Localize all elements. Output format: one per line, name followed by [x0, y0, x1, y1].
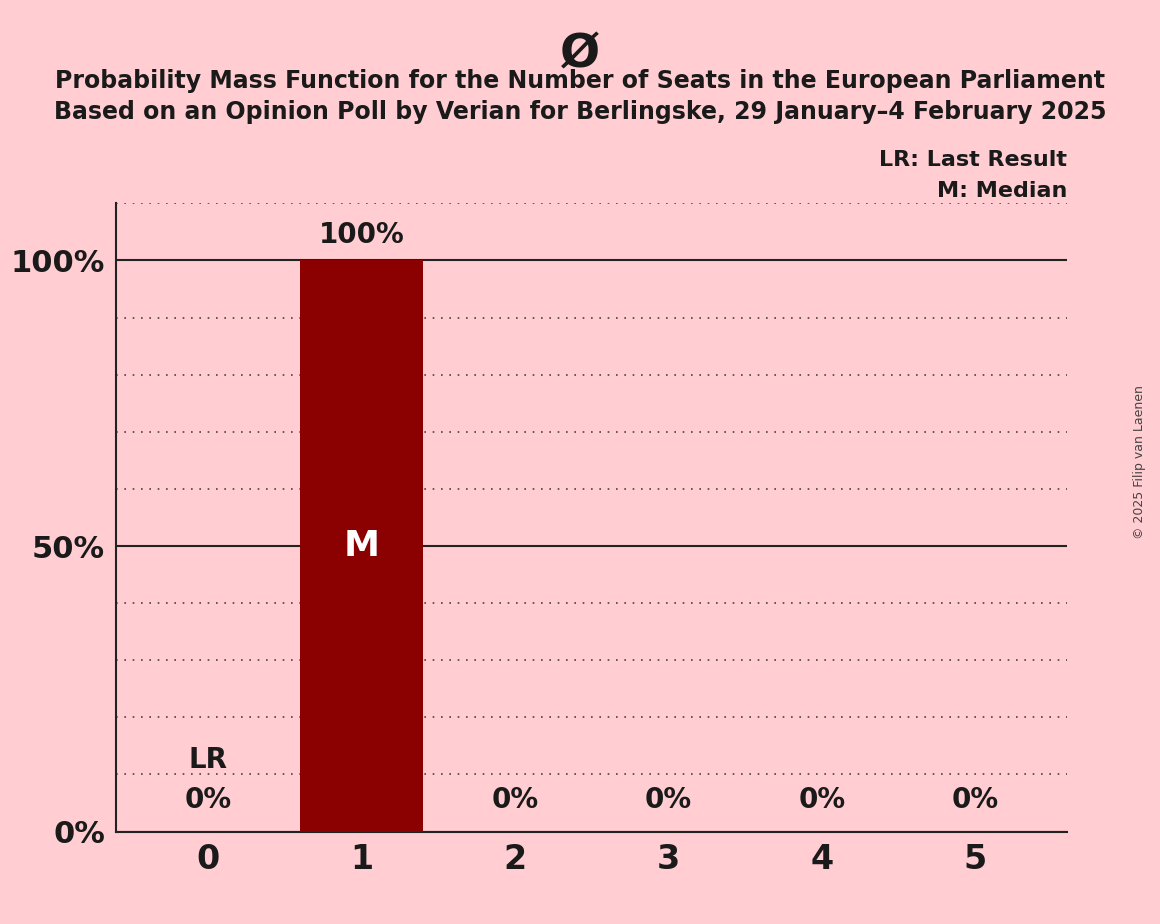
Text: Based on an Opinion Poll by Verian for Berlingske, 29 January–4 February 2025: Based on an Opinion Poll by Verian for B… — [53, 100, 1107, 124]
Text: LR: LR — [189, 747, 227, 774]
Text: Probability Mass Function for the Number of Seats in the European Parliament: Probability Mass Function for the Number… — [55, 69, 1105, 93]
Text: M: Median: M: Median — [937, 181, 1067, 201]
Text: 0%: 0% — [798, 786, 846, 814]
Text: 0%: 0% — [645, 786, 691, 814]
Text: LR: Last Result: LR: Last Result — [879, 150, 1067, 170]
Text: 100%: 100% — [319, 221, 405, 249]
Text: © 2025 Filip van Laenen: © 2025 Filip van Laenen — [1132, 385, 1146, 539]
Bar — [300, 261, 423, 832]
Text: 0%: 0% — [951, 786, 999, 814]
Text: 0%: 0% — [184, 786, 232, 814]
Text: 0%: 0% — [492, 786, 538, 814]
Text: Ø: Ø — [560, 32, 600, 78]
Text: M: M — [343, 529, 379, 563]
